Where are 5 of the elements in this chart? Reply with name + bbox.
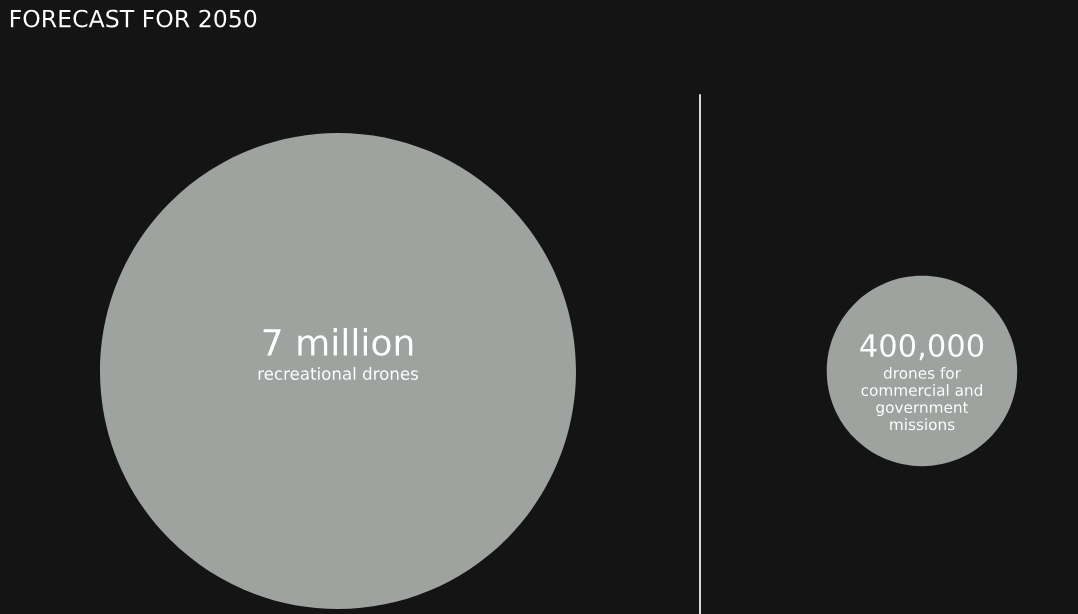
data-label: 400,000	[860, 333, 984, 361]
category-label: drones for commercial and government missions	[861, 367, 982, 431]
category-label: recreational drones	[258, 367, 419, 380]
text: FORECAST FOR 2050	[10, 9, 257, 28]
data-label: 7 million	[263, 328, 413, 356]
